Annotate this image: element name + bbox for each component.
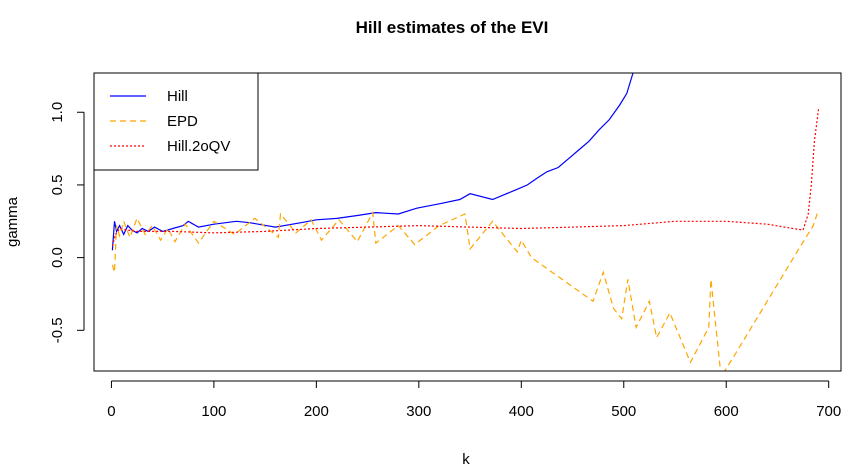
x-axis: 0 100 200 300 400 500 600 700 — [107, 380, 841, 420]
x-tick-label: 300 — [406, 403, 431, 420]
x-tick-label: 400 — [509, 403, 534, 420]
y-axis-label: gamma — [4, 196, 21, 247]
chart-title: Hill estimates of the EVI — [356, 18, 549, 37]
legend-label: Hill — [167, 88, 188, 105]
x-tick-label: 500 — [611, 403, 636, 420]
legend-label: Hill.2oQV — [167, 138, 230, 155]
series-line-epd — [111, 209, 820, 371]
legend-label: EPD — [167, 113, 198, 130]
y-tick-label: 1.0 — [49, 102, 66, 123]
plot-frame — [93, 72, 842, 372]
x-axis-label: k — [462, 451, 470, 468]
y-tick-label: 0.5 — [49, 175, 66, 196]
y-tick-label: 0.0 — [49, 247, 66, 268]
x-tick-label: 100 — [201, 403, 226, 420]
x-tick-label: 0 — [107, 403, 115, 420]
x-tick-label: 600 — [714, 403, 739, 420]
x-tick-label: 700 — [816, 403, 841, 420]
series-line-hill-2oqv — [111, 109, 820, 247]
y-axis: -0.5 0.0 0.5 1.0 — [49, 102, 85, 343]
y-tick-label: -0.5 — [49, 317, 66, 343]
legend: Hill EPD Hill.2oQV — [93, 72, 259, 171]
series-group — [111, 73, 820, 371]
series-line-hill — [111, 73, 634, 251]
plot-area — [93, 72, 842, 372]
x-tick-label: 200 — [304, 403, 329, 420]
